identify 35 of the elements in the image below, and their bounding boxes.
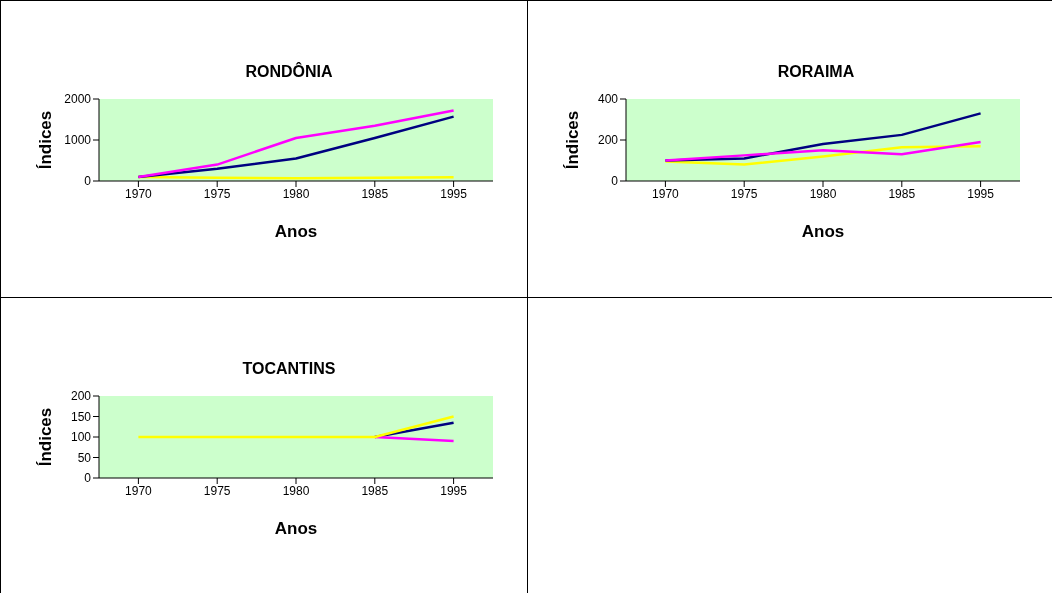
chart-title: RONDÔNIA <box>244 63 334 81</box>
x-tick-label: 1975 <box>203 186 231 201</box>
x-tick-label: 1975 <box>203 483 231 498</box>
y-tick-label: 0 <box>611 174 619 189</box>
x-axis-title: Anos <box>274 222 318 241</box>
x-axis-title: Anos <box>274 519 318 538</box>
x-tick-label: 1995 <box>440 483 468 498</box>
x-tick-label: 1985 <box>361 186 389 201</box>
x-tick-label: 1970 <box>652 186 680 201</box>
x-tick-label: 1985 <box>888 186 916 201</box>
y-tick-label: 0 <box>84 471 92 486</box>
y-tick-label: 200 <box>597 133 619 148</box>
y-tick-label: 400 <box>597 92 619 107</box>
y-tick-label: 1000 <box>64 133 92 148</box>
x-tick-label: 1980 <box>809 186 837 201</box>
y-tick-label: 200 <box>70 389 92 404</box>
x-tick-label: 1980 <box>282 186 310 201</box>
y-tick-label: 150 <box>70 409 92 424</box>
y-tick-label: 0 <box>84 174 92 189</box>
chart-title: TOCANTINS <box>241 360 337 378</box>
x-tick-label: 1975 <box>730 186 758 201</box>
chart-title: RORAIMA <box>776 63 856 81</box>
x-tick-label: 1970 <box>125 483 153 498</box>
x-tick-label: 1980 <box>282 483 310 498</box>
y-tick-label: 50 <box>77 450 92 465</box>
y-axis-title: Índices <box>36 407 56 467</box>
y-axis-title: Índices <box>563 110 583 170</box>
y-axis-title: Índices <box>36 110 56 170</box>
x-tick-label: 1995 <box>967 186 995 201</box>
y-tick-label: 100 <box>70 430 92 445</box>
x-tick-label: 1995 <box>440 186 468 201</box>
y-tick-label: 2000 <box>64 92 92 107</box>
x-axis-title: Anos <box>801 222 845 241</box>
x-tick-label: 1985 <box>361 483 389 498</box>
x-tick-label: 1970 <box>125 186 153 201</box>
